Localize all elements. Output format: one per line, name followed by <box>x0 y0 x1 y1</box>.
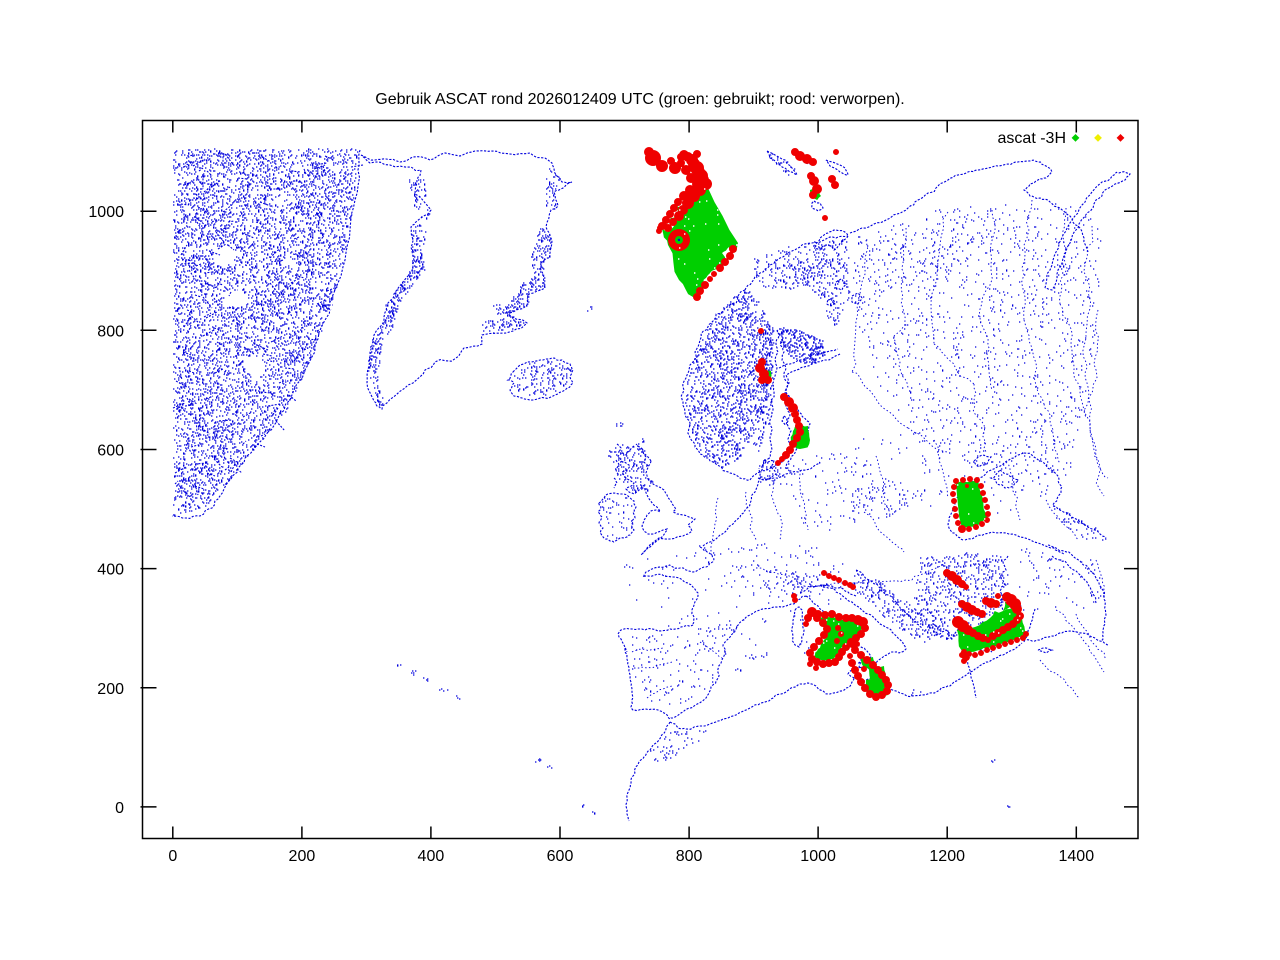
svg-text:600: 600 <box>547 848 574 865</box>
svg-text:1000: 1000 <box>800 848 836 865</box>
svg-text:800: 800 <box>676 848 703 865</box>
svg-text:400: 400 <box>97 562 124 579</box>
svg-text:ascat -3H: ascat -3H <box>998 130 1066 147</box>
svg-text:Gebruik ASCAT rond 2026012409: Gebruik ASCAT rond 2026012409 UTC (groen… <box>375 91 904 108</box>
svg-text:0: 0 <box>168 848 177 865</box>
svg-text:600: 600 <box>97 443 124 460</box>
svg-text:800: 800 <box>97 323 124 340</box>
svg-text:1400: 1400 <box>1059 848 1095 865</box>
svg-text:200: 200 <box>289 848 316 865</box>
svg-text:1000: 1000 <box>88 204 124 221</box>
svg-text:0: 0 <box>115 800 124 817</box>
svg-text:1200: 1200 <box>929 848 965 865</box>
svg-text:400: 400 <box>418 848 445 865</box>
svg-text:200: 200 <box>97 681 124 698</box>
